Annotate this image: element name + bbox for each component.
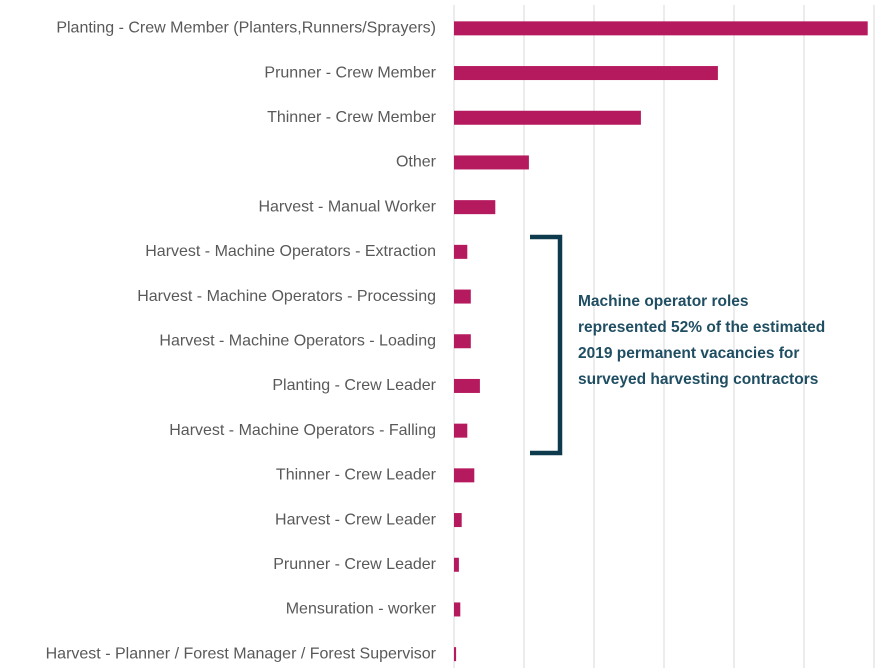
- y-tick-label: Harvest - Crew Leader: [275, 511, 437, 528]
- y-tick-label: Thinner - Crew Member: [267, 109, 437, 126]
- y-tick-label: Harvest - Manual Worker: [258, 198, 436, 215]
- y-tick-label: Harvest - Machine Operators - Loading: [159, 332, 436, 349]
- bar: [454, 244, 468, 259]
- bar: [454, 602, 461, 617]
- annotation: 2019 permanent vacancies for: [578, 345, 799, 362]
- y-tick-label: Harvest - Planner / Forest Manager / For…: [46, 645, 437, 662]
- y-tick-label: Prunner - Crew Member: [264, 64, 436, 81]
- bar: [454, 378, 480, 393]
- y-tick-label: Planting - Crew Member (Planters,Runners…: [56, 20, 436, 37]
- annotation: represented 52% of the estimated: [578, 319, 825, 336]
- bar: [454, 155, 529, 170]
- bracket: [530, 234, 563, 456]
- bar: [454, 21, 868, 36]
- y-tick-label: Mensuration - worker: [286, 601, 437, 618]
- bar: [454, 66, 718, 81]
- annotation: surveyed harvesting contractors: [578, 371, 818, 388]
- bar: [454, 513, 462, 528]
- y-tick-label: Harvest - Machine Operators - Falling: [169, 422, 436, 439]
- bar: [454, 557, 459, 572]
- y-tick-label: Planting - Crew Leader: [272, 377, 436, 394]
- bar: [454, 289, 471, 304]
- y-tick-label: Other: [396, 154, 437, 171]
- y-tick-label: Harvest - Machine Operators - Extraction: [145, 243, 436, 260]
- bar: [454, 200, 496, 215]
- y-tick-label: Prunner - Crew Leader: [273, 556, 436, 573]
- bar: [454, 423, 468, 438]
- bar: [454, 110, 641, 125]
- bar: [454, 334, 471, 349]
- y-tick-label: Harvest - Machine Operators - Processing: [137, 288, 436, 305]
- bar: [454, 468, 475, 483]
- bar: [454, 647, 457, 662]
- annotation: Machine operator roles: [578, 293, 749, 310]
- y-tick-label: Thinner - Crew Leader: [276, 467, 437, 484]
